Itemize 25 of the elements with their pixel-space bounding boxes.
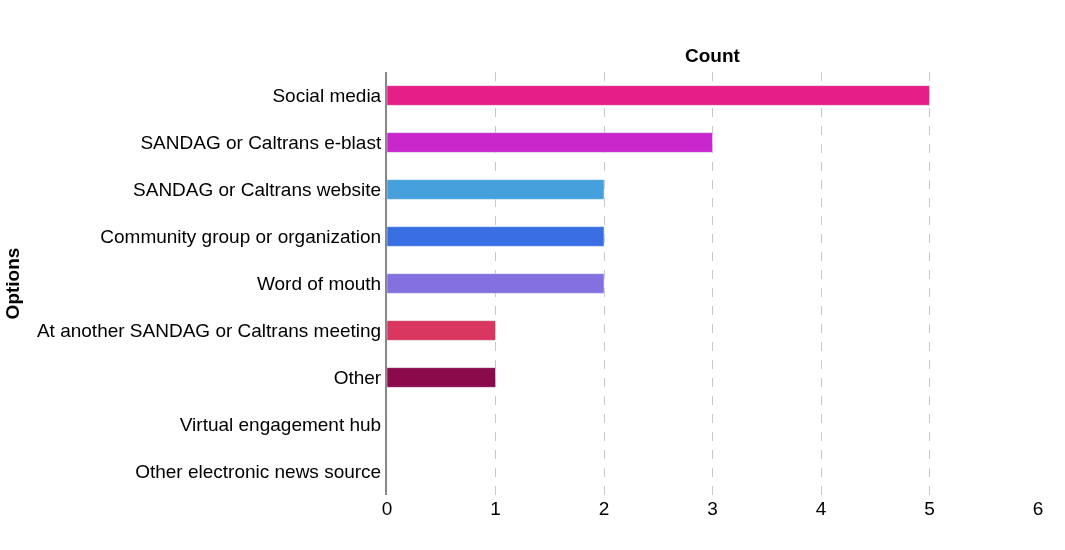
y-tick-label: Other electronic news source (135, 461, 382, 483)
bar (387, 85, 930, 106)
y-tick-label: Social media (272, 85, 382, 107)
bar (387, 320, 496, 341)
x-tick-label: 6 (1032, 498, 1044, 519)
bar (387, 179, 605, 200)
x-axis-title: Count (685, 45, 741, 66)
y-tick-label: Community group or organization (100, 226, 382, 248)
x-tick-label: 2 (598, 498, 610, 519)
y-axis-title: Options (2, 247, 24, 320)
x-tick-label: 4 (815, 498, 827, 519)
x-tick-label: 1 (490, 498, 501, 519)
bar (387, 367, 496, 388)
y-tick-label: SANDAG or Caltrans e-blast (140, 132, 382, 154)
x-tick-label: 3 (707, 498, 718, 519)
bar (387, 132, 713, 153)
y-tick-label: Other (333, 367, 382, 389)
x-tick-label: 0 (381, 498, 393, 519)
y-tick-label: Virtual engagement hub (179, 414, 382, 436)
y-tick-label: SANDAG or Caltrans website (133, 179, 382, 201)
bar (387, 273, 605, 294)
y-tick-label: Word of mouth (256, 273, 382, 295)
bar (387, 226, 605, 247)
y-tick-label: At another SANDAG or Caltrans meeting (36, 320, 382, 342)
x-tick-label: 5 (924, 498, 935, 519)
